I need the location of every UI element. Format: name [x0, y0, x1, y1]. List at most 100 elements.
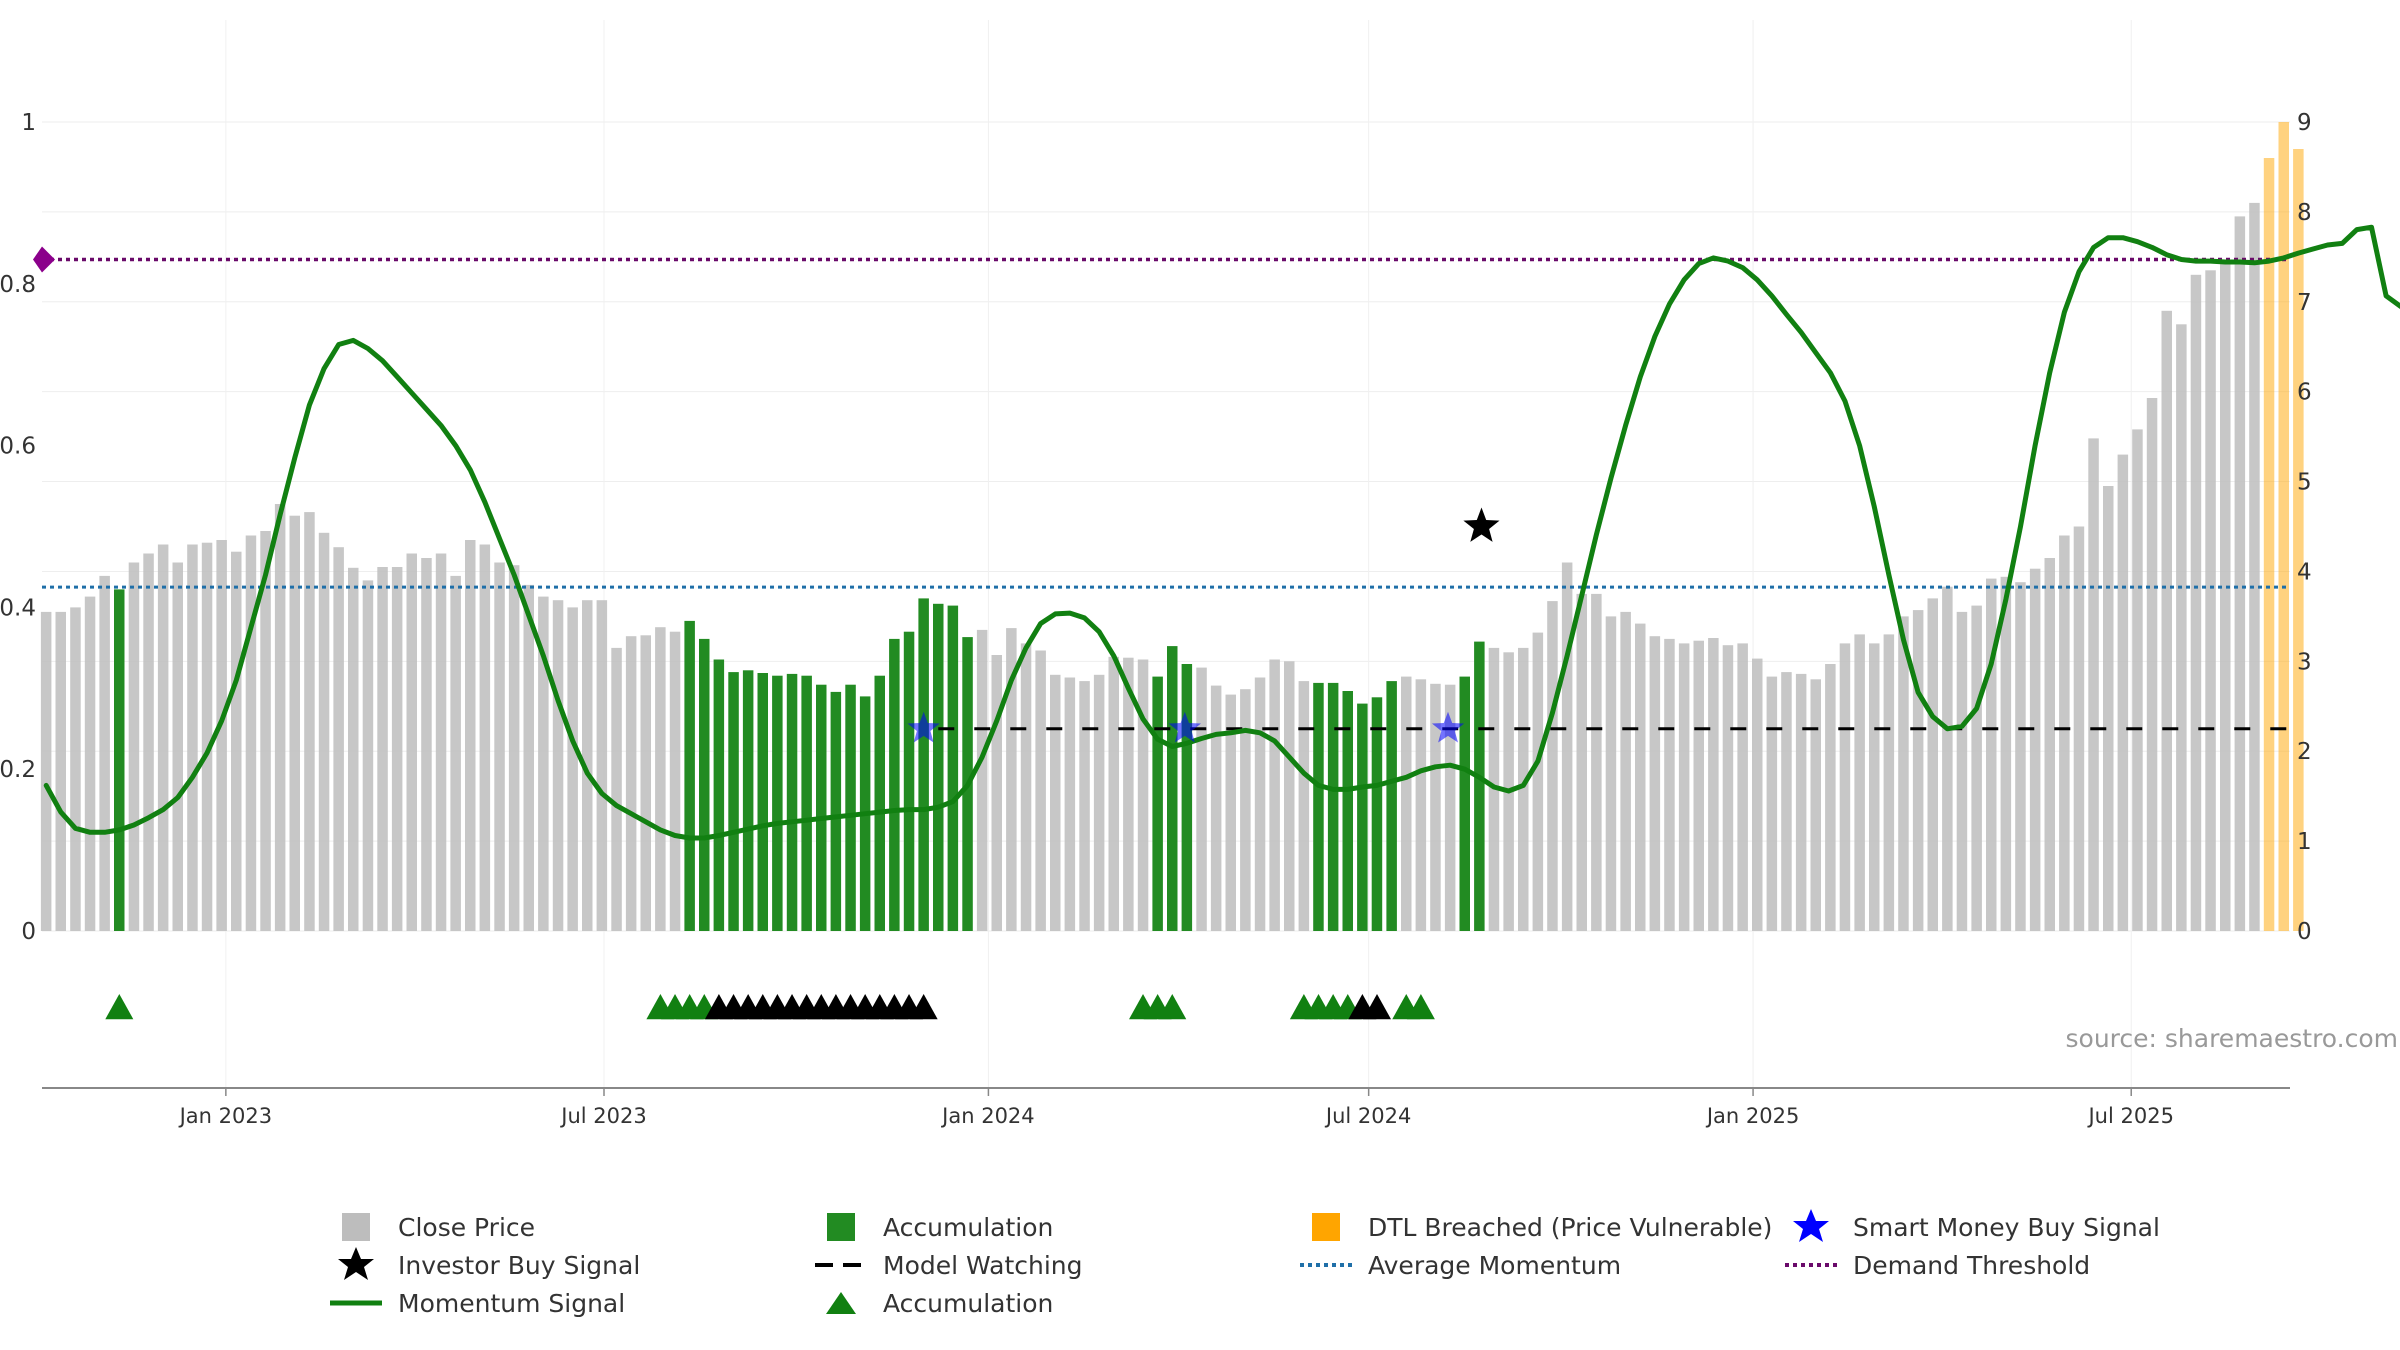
close-price-bar [1825, 664, 1836, 931]
close-price-bar [625, 636, 637, 931]
close-price-bar [523, 584, 534, 931]
close-price-bar [2146, 398, 2158, 931]
close-price-bar [2249, 202, 2260, 931]
right-tick-label: 2 [2297, 739, 2312, 765]
close-price-bar [1766, 676, 1778, 931]
right-tick-label: 8 [2297, 200, 2312, 226]
accumulation-bar [933, 603, 944, 931]
close-price-bar [1561, 562, 1573, 931]
dtl-breached-bar [2293, 149, 2304, 931]
price-bars [40, 122, 2304, 932]
legend-item-close-price: Close Price [330, 1210, 535, 1244]
right-tick-label: 4 [2297, 559, 2312, 585]
legend-label-investor-buy: Investor Buy Signal [398, 1250, 641, 1280]
close-price-bar [1415, 679, 1427, 931]
close-price-bar [1649, 636, 1661, 931]
legend-swatch-investor-buy [330, 1247, 382, 1282]
close-price-bar [2015, 582, 2026, 931]
legend-label-demand-threshold: Demand Threshold [1853, 1250, 2091, 1280]
close-price-bar [318, 532, 330, 931]
close-price-bar [450, 575, 461, 931]
close-price-bar [465, 540, 476, 931]
close-price-bar [1518, 647, 1529, 931]
close-price-bar [2132, 429, 2143, 931]
accumulation-bar [699, 638, 710, 931]
close-price-bar [552, 600, 564, 931]
close-price-bar [2044, 558, 2055, 931]
close-price-bar [991, 655, 1002, 931]
close-price-bar [1620, 611, 1631, 931]
close-price-bar [1444, 684, 1456, 931]
legend: Close Price Accumulation DTL Breached (P… [0, 1209, 2400, 1340]
x-tick-label: Jan 2025 [1705, 1104, 1800, 1128]
accumulation-bar [1459, 676, 1470, 931]
x-tick-label: Jan 2024 [940, 1104, 1035, 1128]
close-price-bar [1050, 674, 1061, 931]
accumulation-bar [889, 638, 900, 931]
accumulation-bar [903, 631, 915, 931]
close-price-bar [201, 542, 213, 931]
accumulation-triangle [1406, 994, 1435, 1020]
close-price-bar [2161, 310, 2172, 931]
legend-item-accumulation-bar: Accumulation [815, 1210, 1053, 1244]
investor-triangle [909, 994, 938, 1020]
accumulation-bar [918, 598, 929, 931]
close-price-bar [1854, 634, 1865, 931]
accumulation-bar [1181, 664, 1193, 931]
close-price-bar [1678, 643, 1690, 931]
close-price-bar [2103, 486, 2114, 931]
accumulation-bar [1386, 681, 1397, 931]
demand-threshold-marker [33, 246, 55, 273]
accumulation-bar [1167, 646, 1178, 931]
accumulation-bar [728, 672, 739, 931]
accumulation-bar [947, 605, 959, 931]
close-price-bar [1986, 578, 1997, 931]
right-tick-label: 1 [2297, 829, 2312, 855]
close-price-bar [143, 553, 154, 931]
close-price-bar [1971, 605, 1982, 931]
legend-item-average-momentum: Average Momentum [1300, 1248, 1621, 1282]
legend-label-close-price: Close Price [398, 1212, 536, 1242]
close-price-bar [1927, 598, 1938, 931]
legend-label-model-watching: Model Watching [883, 1250, 1083, 1280]
close-price-bar [2117, 454, 2129, 931]
close-price-bar [1956, 611, 1968, 931]
close-price-bar [70, 607, 81, 931]
close-price-bar [1532, 632, 1544, 931]
close-price-bar [1547, 601, 1558, 931]
accumulation-bar [830, 691, 842, 931]
x-tick-label: Jan 2023 [178, 1104, 273, 1128]
legend-label-momentum-signal: Momentum Signal [398, 1288, 626, 1318]
close-price-bar [362, 580, 374, 931]
legend-swatch-accumulation-triangle [815, 1286, 867, 1320]
close-price-bar [84, 596, 96, 931]
close-price-bar [1079, 681, 1090, 931]
left-tick-label: 0.8 [0, 272, 36, 298]
close-price-bar [1093, 674, 1105, 931]
close-price-bar [1225, 694, 1236, 931]
close-price-bar [1722, 645, 1734, 931]
close-price-bar [157, 544, 169, 931]
close-price-bar [216, 540, 227, 931]
close-price-bar [1254, 677, 1266, 931]
close-price-bar [611, 647, 622, 931]
close-price-bar [1898, 616, 1909, 931]
right-tick-label: 3 [2297, 649, 2312, 675]
accumulation-bar [114, 589, 125, 931]
signal-markers [105, 507, 1500, 1020]
legend-item-investor-buy: Investor Buy Signal [330, 1247, 641, 1282]
accumulation-triangle [1158, 994, 1187, 1020]
close-price-bar [1020, 643, 1032, 931]
close-price-bar [508, 565, 520, 931]
close-price-bar [538, 596, 549, 931]
close-price-bar [2088, 438, 2099, 931]
close-price-bar [1035, 650, 1046, 931]
right-tick-label: 7 [2297, 290, 2312, 316]
accumulation-bar [816, 684, 827, 931]
close-price-bar [2000, 576, 2012, 931]
close-price-bar [1795, 673, 1807, 931]
legend-swatch-average-momentum [1300, 1248, 1352, 1282]
investor-triangle [1363, 994, 1392, 1020]
left-tick-label: 0.2 [0, 757, 36, 783]
legend-swatch-momentum-signal [330, 1286, 382, 1320]
